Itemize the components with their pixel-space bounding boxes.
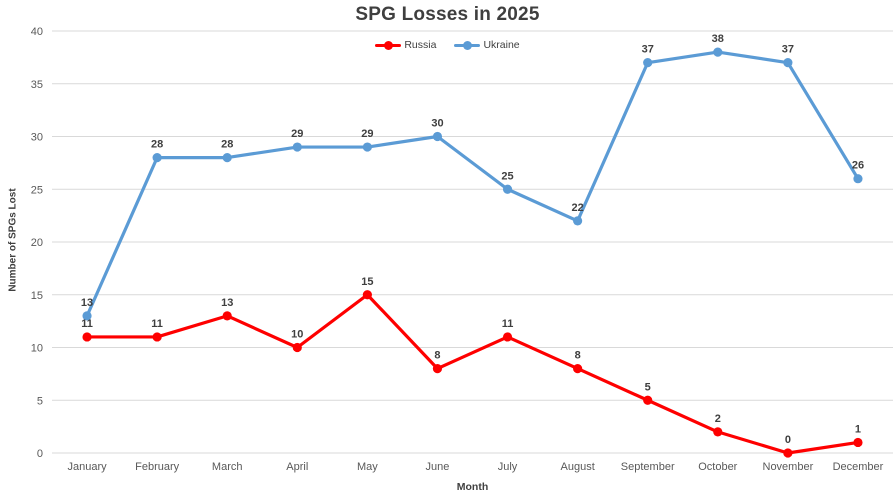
- data-point-ukraine: [222, 153, 232, 163]
- data-label-ukraine: 30: [431, 118, 443, 130]
- x-tick-label: January: [67, 461, 107, 473]
- legend-label-russia: Russia: [404, 39, 437, 51]
- data-label-russia: 8: [575, 350, 581, 362]
- y-tick-label: 10: [31, 343, 43, 355]
- x-tick-label: February: [135, 461, 180, 473]
- x-tick-label: November: [763, 461, 814, 473]
- data-point-russia: [82, 332, 92, 342]
- data-point-russia: [853, 437, 863, 448]
- data-label-ukraine: 28: [221, 139, 233, 151]
- data-label-russia: 5: [645, 381, 651, 393]
- data-point-ukraine: [573, 216, 583, 226]
- ukraine-line-marker-icon: [454, 40, 481, 50]
- y-tick-label: 35: [31, 79, 43, 91]
- data-label-ukraine: 22: [572, 202, 584, 214]
- series-line-ukraine: [85, 50, 860, 318]
- data-point-ukraine: [432, 131, 443, 142]
- data-point-russia: [362, 290, 372, 300]
- y-tick-label: 5: [37, 395, 43, 407]
- x-tick-label: July: [498, 461, 518, 473]
- data-point-russia: [713, 427, 723, 437]
- data-label-russia: 1: [855, 423, 861, 435]
- data-label-ukraine: 29: [291, 128, 303, 140]
- y-tick-label: 15: [31, 290, 43, 302]
- data-point-russia: [432, 364, 443, 374]
- data-label-ukraine: 25: [501, 170, 513, 182]
- data-label-russia: 11: [502, 318, 514, 330]
- x-tick-label: March: [212, 461, 243, 473]
- russia-line-marker-icon: [375, 40, 402, 50]
- x-axis-title: Month: [456, 481, 489, 493]
- x-tick-label: December: [833, 461, 884, 473]
- data-point-russia: [573, 364, 583, 374]
- data-label-russia: 0: [785, 434, 791, 446]
- series-line-russia: [85, 293, 860, 455]
- data-label-ukraine: 29: [361, 128, 373, 140]
- data-label-russia: 11: [81, 318, 93, 330]
- x-tick-label: September: [621, 461, 675, 473]
- data-label-russia: 2: [715, 413, 721, 425]
- data-point-ukraine: [152, 153, 162, 163]
- data-label-ukraine: 28: [151, 139, 163, 151]
- data-point-russia: [152, 332, 162, 342]
- data-point-russia: [502, 332, 513, 342]
- data-label-russia: 10: [291, 329, 303, 341]
- data-label-ukraine: 26: [852, 160, 864, 172]
- y-tick-label: 0: [37, 448, 43, 460]
- y-tick-label: 30: [31, 132, 43, 144]
- legend-label-ukraine: Ukraine: [483, 39, 520, 51]
- data-point-ukraine: [362, 142, 372, 152]
- x-tick-label: May: [357, 461, 378, 473]
- y-tick-label: 25: [31, 184, 43, 196]
- data-point-ukraine: [82, 311, 92, 321]
- legend-item-ukraine: Ukraine: [454, 39, 520, 51]
- data-label-ukraine: 37: [782, 44, 794, 56]
- legend: Russia Ukraine: [0, 39, 895, 51]
- y-tick-label: 40: [31, 26, 43, 38]
- y-axis-title: Number of SPGs Lost: [7, 188, 19, 292]
- chart-title: SPG Losses in 2025: [355, 4, 540, 25]
- data-label-russia: 15: [361, 276, 373, 288]
- data-point-ukraine: [502, 184, 513, 194]
- data-point-russia: [643, 395, 653, 405]
- data-label-ukraine: 37: [642, 44, 654, 56]
- data-label-russia: 11: [151, 318, 163, 330]
- data-point-ukraine: [292, 142, 302, 152]
- data-label-ukraine: 13: [81, 297, 93, 309]
- data-label-russia: 13: [221, 297, 233, 309]
- y-tick-label: 20: [31, 237, 43, 249]
- data-point-ukraine: [853, 174, 863, 184]
- data-point-ukraine: [713, 47, 723, 57]
- legend-item-russia: Russia: [375, 39, 436, 51]
- data-point-ukraine: [783, 58, 793, 68]
- x-tick-label: April: [286, 461, 308, 473]
- data-label-russia: 8: [434, 350, 440, 362]
- x-tick-label: August: [561, 461, 595, 473]
- data-label-ukraine: 38: [712, 33, 724, 45]
- data-point-russia: [292, 342, 302, 353]
- data-point-ukraine: [643, 58, 653, 68]
- x-tick-label: June: [426, 461, 450, 473]
- data-point-russia: [222, 311, 232, 321]
- data-point-russia: [783, 448, 793, 458]
- x-tick-label: October: [698, 461, 737, 473]
